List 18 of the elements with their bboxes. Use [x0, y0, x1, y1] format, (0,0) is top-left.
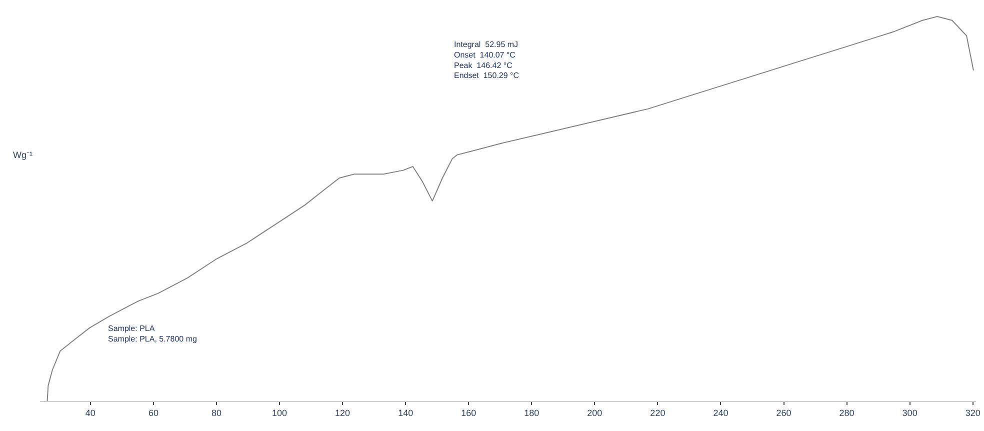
x-tick-label: 280: [839, 408, 854, 418]
x-tick-label: 300: [902, 408, 918, 418]
x-tick-label: 120: [335, 408, 350, 418]
x-tick-label: 260: [776, 408, 792, 418]
x-tick-label: 100: [272, 408, 288, 418]
x-tick-label: 320: [965, 408, 980, 418]
x-tick-label: 200: [587, 408, 602, 418]
x-tick-label: 40: [85, 408, 96, 418]
annotation: Integral 52.95 mJ Onset 140.07 °C Peak 146.42 °C Endset 150.29 °C: [454, 40, 520, 80]
x-tick-label: 140: [398, 408, 414, 418]
x-tick-label: 180: [524, 408, 540, 418]
x-tick-label: 220: [650, 408, 666, 418]
x-tick-label: 160: [461, 408, 476, 418]
x-tick-label: 240: [713, 408, 728, 418]
x-tick-label: 60: [148, 408, 158, 418]
annotation: Sample: PLA Sample: PLA, 5.7800 mg: [108, 324, 197, 344]
y-axis-title: Wg⁻¹: [13, 150, 32, 160]
x-tick-label: 80: [211, 408, 222, 418]
